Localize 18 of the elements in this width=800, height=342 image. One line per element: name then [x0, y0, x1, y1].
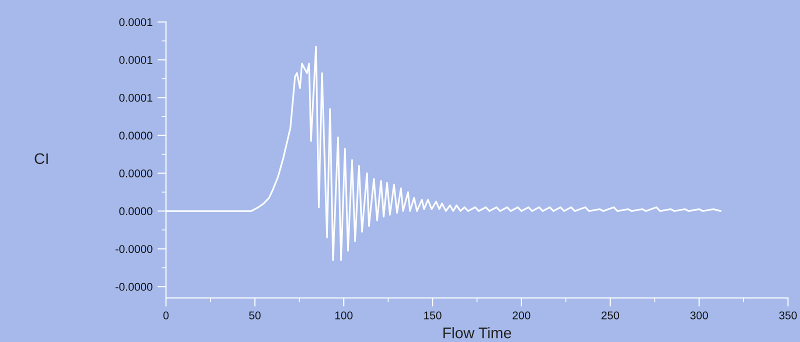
y-tick-label: 0.0000	[119, 132, 152, 140]
x-tick-label: 50	[249, 311, 261, 320]
x-axis-title: Flow Time	[443, 327, 512, 338]
y-tick-label: 0.0001	[119, 56, 152, 64]
x-tick-label: 100	[335, 311, 353, 320]
x-tick-label: 200	[512, 311, 530, 320]
y-tick-label: 0.0000	[119, 169, 152, 178]
x-tick-label: 0	[163, 311, 169, 320]
x-tick-label: 150	[424, 311, 442, 320]
x-tick-label: 250	[602, 311, 620, 320]
x-tick-label: 350	[779, 311, 797, 320]
y-tick-label: 0.0001	[119, 94, 152, 102]
y-tick-label: -0.0000	[116, 282, 152, 291]
y-tick-label: -0.0000	[116, 245, 152, 253]
x-tick-label: 300	[690, 311, 708, 320]
y-tick-label: 0.0001	[119, 18, 152, 26]
y-tick-label: 0.0000	[119, 207, 152, 216]
y-axis-title: CI	[34, 153, 48, 164]
